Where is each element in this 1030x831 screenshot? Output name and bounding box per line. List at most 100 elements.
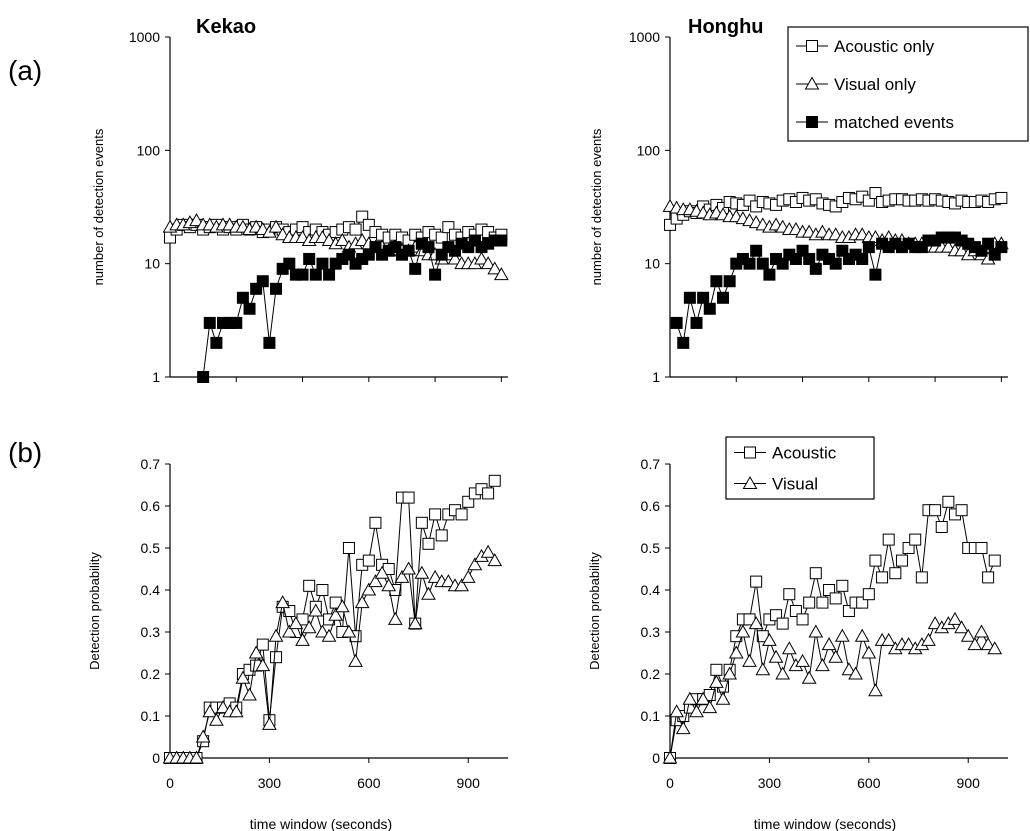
- legend-marker: [806, 40, 818, 52]
- charts-layer: 1 10 100 1000 Kekao number of detection event…: [87, 16, 1029, 831]
- data-point: [255, 658, 271, 672]
- data-point: [197, 371, 210, 383]
- data-point: [462, 495, 475, 508]
- data-point: [250, 282, 263, 295]
- legend-marker: [744, 446, 756, 459]
- data-point: [809, 262, 822, 275]
- series-triangle-open: [162, 213, 509, 281]
- data-point: [362, 554, 375, 567]
- y-tick-label: 100: [137, 142, 161, 158]
- data-point: [854, 628, 870, 642]
- data-point: [354, 595, 370, 609]
- data-point: [803, 252, 816, 265]
- y-axis-label: number of detection events: [589, 128, 604, 285]
- data-point: [895, 554, 908, 567]
- y-tick-label: 0: [652, 750, 660, 766]
- data-point: [316, 257, 329, 270]
- data-point: [268, 628, 284, 642]
- data-point: [455, 508, 468, 521]
- data-point: [770, 609, 783, 622]
- data-point: [862, 194, 875, 207]
- data-point: [861, 645, 877, 659]
- data-point: [308, 603, 324, 617]
- data-point: [690, 316, 703, 329]
- data-point: [927, 616, 943, 630]
- data-point: [209, 712, 224, 726]
- series-square-open: [664, 495, 1001, 764]
- data-point: [283, 605, 296, 617]
- data-point: [369, 241, 382, 254]
- data-point: [356, 210, 369, 223]
- data-point: [295, 632, 310, 646]
- data-point: [842, 605, 855, 617]
- data-point: [869, 187, 882, 200]
- data-point: [323, 268, 336, 281]
- data-point: [275, 595, 291, 609]
- data-point: [709, 674, 724, 688]
- x-axis-label: time window (seconds): [250, 816, 392, 831]
- data-point: [415, 516, 428, 529]
- data-point: [263, 336, 276, 349]
- series-triangle-open: [162, 544, 503, 764]
- data-point: [821, 637, 837, 651]
- y-tick-label: 1000: [629, 29, 660, 45]
- x-tick-label: 300: [258, 775, 282, 791]
- data-point: [210, 336, 223, 349]
- data-point: [435, 529, 448, 542]
- data-point: [409, 262, 422, 275]
- y-tick-label: 0.3: [641, 624, 661, 640]
- chart-title: Kekao: [196, 16, 256, 38]
- data-point: [756, 257, 769, 270]
- data-point: [495, 234, 508, 247]
- data-point: [468, 234, 481, 247]
- data-point: [801, 670, 817, 684]
- data-point: [776, 617, 789, 630]
- data-point: [768, 649, 784, 663]
- y-tick-label: 0.4: [141, 582, 161, 598]
- data-point: [414, 565, 430, 579]
- y-tick-label: 0.5: [641, 540, 661, 556]
- data-point: [394, 569, 410, 583]
- data-point: [795, 653, 810, 667]
- data-point: [262, 716, 277, 730]
- data-point: [695, 691, 711, 705]
- data-point: [488, 474, 501, 487]
- data-point: [664, 218, 676, 231]
- data-point: [670, 316, 683, 329]
- x-tick-label: 900: [457, 775, 481, 791]
- y-tick-label: 1: [152, 369, 160, 385]
- y-tick-label: 10: [644, 256, 660, 272]
- data-point: [422, 537, 435, 550]
- x-tick-label: 0: [166, 775, 174, 791]
- data-point: [954, 620, 969, 634]
- x-tick-label: 0: [666, 775, 674, 791]
- data-point: [947, 611, 963, 625]
- data-point: [975, 244, 988, 257]
- legend: Acoustic only Visual only matched events: [787, 26, 1029, 142]
- data-point: [748, 616, 764, 630]
- chart-a-kekao: 1 10 100 1000 Kekao number of detection event…: [91, 16, 509, 385]
- data-point: [440, 574, 456, 588]
- data-point: [697, 291, 710, 304]
- x-tick-label: 300: [758, 775, 782, 791]
- x-tick-label: 900: [957, 775, 981, 791]
- data-point: [467, 557, 483, 571]
- data-point: [722, 666, 738, 680]
- data-point: [828, 649, 844, 663]
- y-tick-label: 0.6: [641, 498, 661, 514]
- data-point: [762, 632, 777, 646]
- legend-marker: [806, 116, 818, 128]
- data-point: [980, 637, 996, 651]
- data-point: [316, 584, 329, 596]
- data-point: [789, 605, 802, 617]
- data-point: [783, 588, 796, 601]
- data-point: [781, 641, 797, 655]
- data-point: [349, 223, 362, 236]
- data-point: [362, 248, 375, 261]
- data-point: [189, 750, 204, 764]
- data-point: [929, 504, 942, 517]
- legend-entry: Acoustic: [772, 444, 837, 463]
- legend: Acoustic Visual: [725, 436, 875, 500]
- y-tick-label: 0.7: [641, 456, 661, 472]
- data-point: [389, 241, 402, 254]
